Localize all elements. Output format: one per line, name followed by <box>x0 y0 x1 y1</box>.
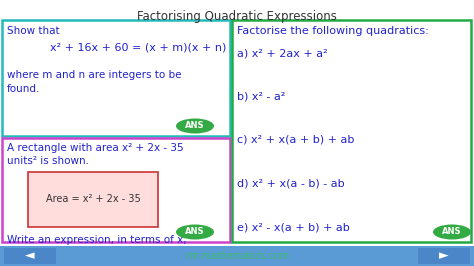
Text: ANS: ANS <box>185 227 205 236</box>
Text: e) x² - x(a + b) + ab: e) x² - x(a + b) + ab <box>237 222 350 232</box>
Text: for its perimeter.: for its perimeter. <box>7 248 95 258</box>
Text: ANS: ANS <box>442 227 462 236</box>
Ellipse shape <box>176 225 214 239</box>
Text: c) x² + x(a + b) + ab: c) x² + x(a + b) + ab <box>237 135 355 145</box>
FancyBboxPatch shape <box>418 248 470 264</box>
Text: found.: found. <box>7 84 40 94</box>
Text: ◄: ◄ <box>25 250 35 263</box>
Text: b) x² - a²: b) x² - a² <box>237 92 285 102</box>
Text: units² is shown.: units² is shown. <box>7 156 89 166</box>
Text: Write an expression, in terms of x,: Write an expression, in terms of x, <box>7 235 187 245</box>
Text: Area = x² + 2x - 35: Area = x² + 2x - 35 <box>46 194 140 205</box>
Text: Factorise the following quadratics:: Factorise the following quadratics: <box>237 26 429 36</box>
Text: a) x² + 2ax + a²: a) x² + 2ax + a² <box>237 48 328 58</box>
Text: where m and n are integers to be: where m and n are integers to be <box>7 70 182 80</box>
Text: A rectangle with area x² + 2x - 35: A rectangle with area x² + 2x - 35 <box>7 143 183 153</box>
Text: Show that: Show that <box>7 26 60 36</box>
Ellipse shape <box>433 225 471 239</box>
FancyBboxPatch shape <box>0 246 474 266</box>
FancyBboxPatch shape <box>4 248 56 264</box>
Text: Factorising Quadratic Expressions: Factorising Quadratic Expressions <box>137 10 337 23</box>
FancyBboxPatch shape <box>2 20 230 136</box>
Text: mr-mathematics.com: mr-mathematics.com <box>185 251 289 261</box>
FancyBboxPatch shape <box>28 172 158 227</box>
FancyBboxPatch shape <box>232 20 471 242</box>
Ellipse shape <box>176 118 214 134</box>
Text: x² + 16x + 60 = (x + m)(x + n): x² + 16x + 60 = (x + m)(x + n) <box>50 42 227 52</box>
Text: ANS: ANS <box>185 122 205 131</box>
FancyBboxPatch shape <box>2 138 230 242</box>
Text: d) x² + x(a - b) - ab: d) x² + x(a - b) - ab <box>237 178 345 189</box>
Text: ►: ► <box>439 250 449 263</box>
